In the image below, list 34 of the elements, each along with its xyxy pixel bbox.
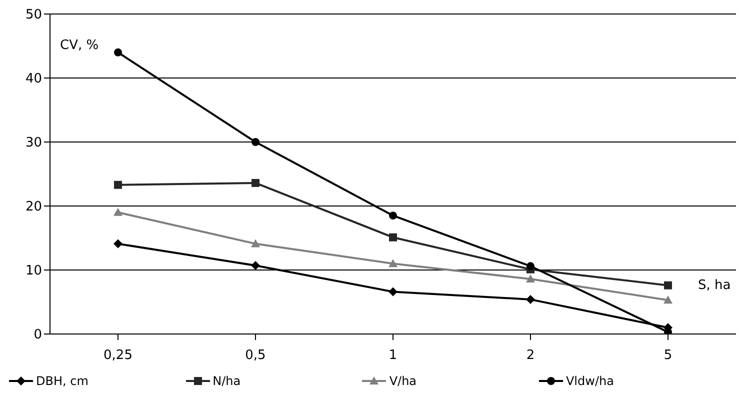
- point: [388, 259, 398, 268]
- y-tick-label: 30: [25, 136, 42, 151]
- x-tick-label: 1: [388, 348, 398, 364]
- y-tick-label: 0: [34, 328, 42, 343]
- point: [389, 233, 397, 242]
- point: [114, 48, 122, 56]
- legend-label: Vldw/ha: [566, 374, 614, 388]
- point: [664, 296, 672, 304]
- y-tick-label: 20: [25, 200, 42, 215]
- x-axis-title: S, ha: [698, 278, 731, 293]
- y-tick-label: 50: [25, 8, 42, 23]
- x-tick-label: 2: [526, 348, 535, 364]
- point: [389, 212, 397, 220]
- legend-label: N/ha: [212, 374, 241, 388]
- x-tick-label: 5: [664, 348, 672, 364]
- point: [114, 180, 122, 189]
- point: [526, 294, 535, 304]
- legend-label: V/ha: [389, 374, 417, 388]
- point: [251, 239, 260, 248]
- point: [388, 287, 398, 296]
- point: [252, 138, 260, 146]
- point: [664, 281, 672, 290]
- point: [251, 261, 260, 270]
- point: [114, 208, 122, 216]
- y-tick-label: 40: [25, 72, 42, 87]
- x-tick-label: 0,5: [245, 348, 266, 364]
- point: [114, 239, 122, 248]
- point: [526, 274, 535, 282]
- y-tick-label: 10: [25, 264, 42, 279]
- point: [526, 262, 534, 270]
- point: [252, 178, 260, 187]
- legend-label: DBH, cm: [36, 374, 88, 388]
- x-tick-label: 0,25: [104, 348, 132, 364]
- y-axis-title: CV, %: [60, 38, 99, 53]
